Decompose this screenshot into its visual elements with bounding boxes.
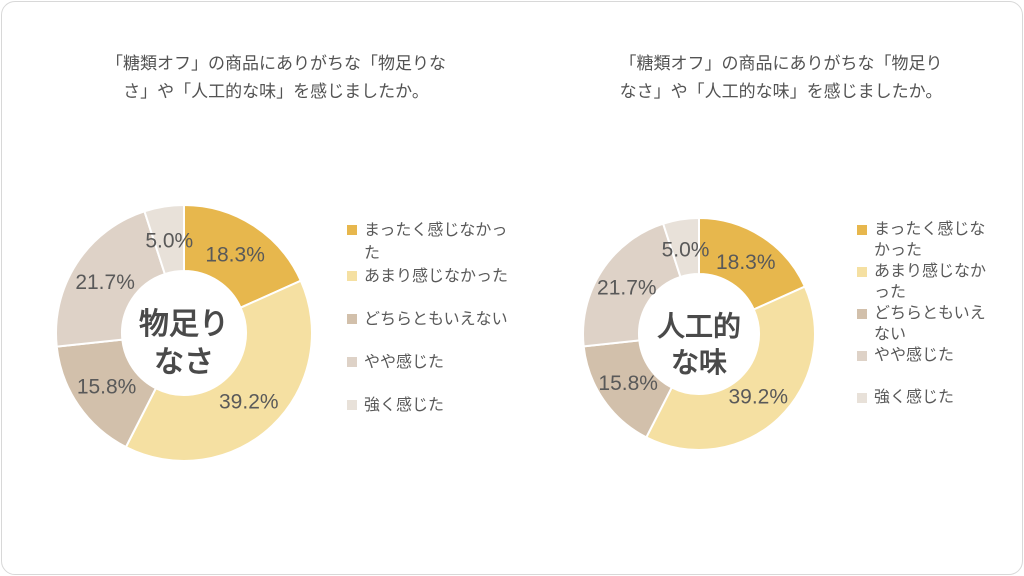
legend-swatch [857, 393, 867, 403]
donut-slice-3 [582, 222, 682, 348]
legend-label: まったく感じなかった [874, 221, 986, 259]
legend-swatch [857, 309, 867, 319]
donut-center-label: 物足りなさ [139, 308, 229, 379]
legend-item-0: まったく感じなかった [347, 219, 517, 265]
legend-label: あまり感じなかった [364, 268, 509, 285]
donut-slice-3 [55, 210, 167, 348]
donut-chart-monotarinasa: 18.3% 39.2% 15.8% 21.7% 5.0% 物足りなさ [44, 193, 324, 478]
legend-swatch [347, 357, 357, 367]
legend-item-1: あまり感じなかった [347, 265, 517, 308]
value-label: 15.8% [598, 372, 658, 395]
chart-title: 「糖類オフ」の商品にありがちな「物足り なさ」や「人工的な味」を感じましたか。 [619, 54, 943, 101]
legend-label: まったく感じなかった [364, 222, 508, 262]
value-label: 18.3% [716, 251, 776, 274]
donut-svg: 18.3% 39.2% 15.8% 21.7%5.0% 人工的な味 [582, 216, 816, 451]
legend-label: あまり感じなかった [874, 263, 987, 301]
value-label: 39.2% [728, 386, 788, 409]
legend-swatch [347, 271, 357, 281]
legend-label: 強く感じた [874, 389, 955, 406]
legend-item-4: 強く感じた [857, 387, 996, 429]
donut-chart-jinkoteki-na-aji: 18.3% 39.2% 15.8% 21.7% 5.0% 人工的な味 [559, 194, 839, 479]
legend-label: やや感じた [364, 354, 445, 371]
donut-center-label: 人工的な味 [657, 310, 741, 378]
legend-swatch [347, 400, 357, 410]
value-label: 21.7% [597, 277, 657, 300]
donut-slice-1 [644, 285, 816, 451]
legend-swatch [347, 314, 357, 324]
legend-item-2: どちらともいえない [857, 303, 996, 345]
legend-swatch [857, 225, 867, 235]
legend-swatch [857, 351, 867, 361]
value-label: 15.8% [77, 376, 137, 399]
donut-slice-1 [124, 279, 313, 462]
value-label: 39.2% [219, 390, 279, 413]
legend-item-1: あまり感じなかった [857, 261, 996, 303]
legend-label: 強く感じた [364, 397, 445, 414]
legend-item-2: どちらともいえない [347, 308, 517, 351]
chart-title: 「糖類オフ」の商品にありがちな「物足りな さ」や「人工的な味」を感じましたか。 [106, 54, 446, 101]
value-label: 18.3% [205, 243, 265, 266]
legend: まったく感じなかった あまり感じなかった どちらともいえないやや感じた強く感じた [857, 219, 996, 429]
legend-label: やや感じた [874, 347, 955, 364]
legend-item-3: やや感じた [347, 351, 517, 394]
legend-swatch [857, 267, 867, 277]
value-label: 5.0% [662, 238, 710, 261]
donut-slice-0 [183, 203, 303, 309]
value-label: 21.7% [75, 271, 135, 294]
legend-item-0: まったく感じなかった [857, 219, 996, 261]
legend: まったく感じなかったあまり感じなかった どちらともいえない やや感じた強く感じた [347, 219, 517, 437]
donut-slice-4 [661, 216, 700, 279]
donut-slice-4 [143, 203, 185, 276]
legend-label: どちらともいえない [364, 311, 508, 328]
value-label: 5.0% [145, 230, 193, 253]
legend-item-4: 強く感じた [347, 394, 517, 437]
legend-label: どちらともいえない [874, 305, 986, 343]
legend-item-3: やや感じた [857, 345, 996, 387]
legend-swatch [347, 225, 357, 235]
donut-svg: 18.3% 39.2% 15.8% 21.7% 5.0% 物足りなさ [55, 203, 313, 462]
